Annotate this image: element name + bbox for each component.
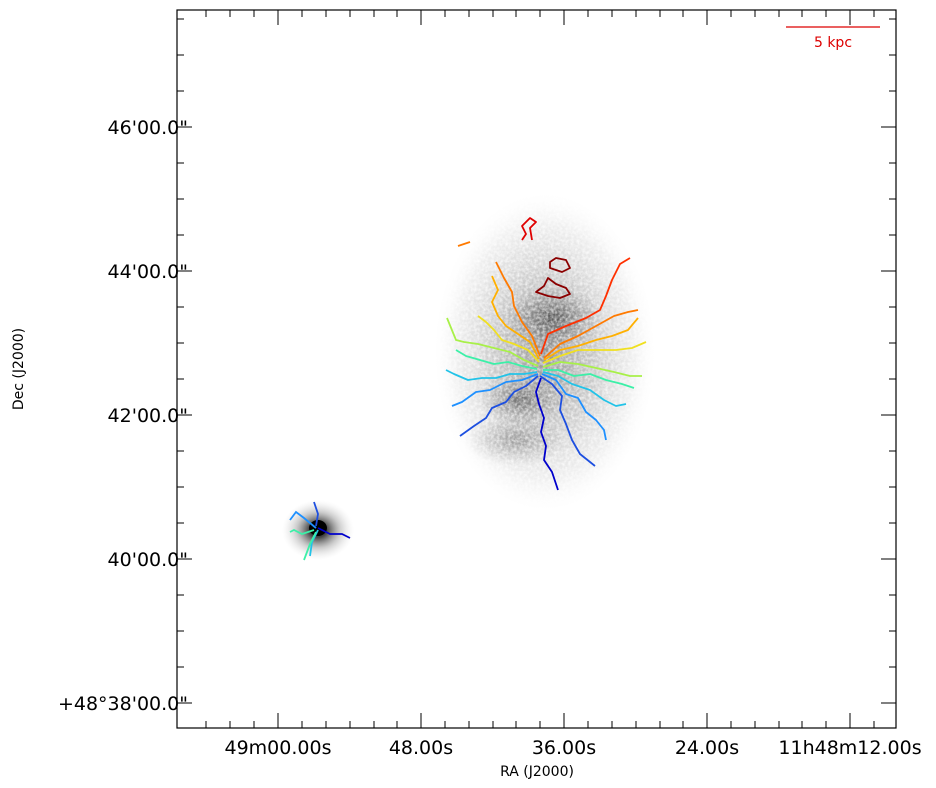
- hi-map: [282, 192, 657, 560]
- main-galaxy-speckle: [433, 192, 657, 512]
- contour-main-19: [457, 241, 471, 247]
- scale-bar-label: 5 kpc: [814, 35, 852, 51]
- contour-companion-2: [313, 501, 319, 527]
- contour-main-20: [521, 217, 537, 241]
- contour-main-17: [543, 309, 639, 359]
- contour-main-11: [542, 361, 642, 377]
- x-tick-label-1: 49m00.00s: [225, 737, 332, 759]
- contour-main-7: [542, 371, 627, 407]
- y-tick-label-4: 44'00.0": [108, 261, 188, 283]
- contour-main-6: [445, 369, 538, 381]
- contour-main-5: [541, 373, 607, 441]
- x-axis-title: RA (J2000): [500, 764, 574, 780]
- y-tick-label-5: 46'00.0": [108, 117, 188, 139]
- main-galaxy-contours: [445, 217, 647, 491]
- contour-main-13: [542, 341, 647, 364]
- contour-main-10: [446, 317, 539, 367]
- plot-frame: [176, 9, 897, 729]
- contour-companion-1: [317, 527, 351, 539]
- contour-main-12: [477, 315, 540, 363]
- y-tick-label-2: 40'00.0": [108, 549, 188, 571]
- y-tick-label-3: 42'00.0": [108, 405, 188, 427]
- y-axis-ticks: [177, 18, 896, 704]
- contour-main-16: [495, 261, 541, 357]
- x-tick-label-3: 36.00s: [532, 737, 596, 759]
- x-tick-label-2: 48.00s: [389, 737, 453, 759]
- contour-main-22: [535, 277, 571, 299]
- companion-contours: [289, 501, 351, 561]
- y-tick-label-1: +48°38'00.0": [58, 693, 188, 715]
- x-tick-label-5: 11h48m12.00s: [778, 737, 921, 759]
- x-axis-ticks: [205, 10, 875, 728]
- contour-main-18: [540, 257, 631, 355]
- contour-main-4: [451, 373, 539, 407]
- contour-main-2: [459, 375, 539, 437]
- contour-main-14: [491, 275, 540, 360]
- contour-main-8: [455, 349, 538, 370]
- contour-main-9: [543, 369, 635, 389]
- contour-main-1: [535, 377, 559, 491]
- contour-companion-5: [289, 528, 315, 535]
- contour-main-15: [543, 317, 639, 361]
- contour-companion-6: [303, 531, 317, 561]
- y-axis-title: Dec (J2000): [11, 328, 27, 410]
- contour-main-3: [539, 375, 596, 467]
- x-tick-label-4: 24.00s: [675, 737, 739, 759]
- contour-main-21: [549, 257, 571, 273]
- contour-companion-3: [289, 510, 317, 529]
